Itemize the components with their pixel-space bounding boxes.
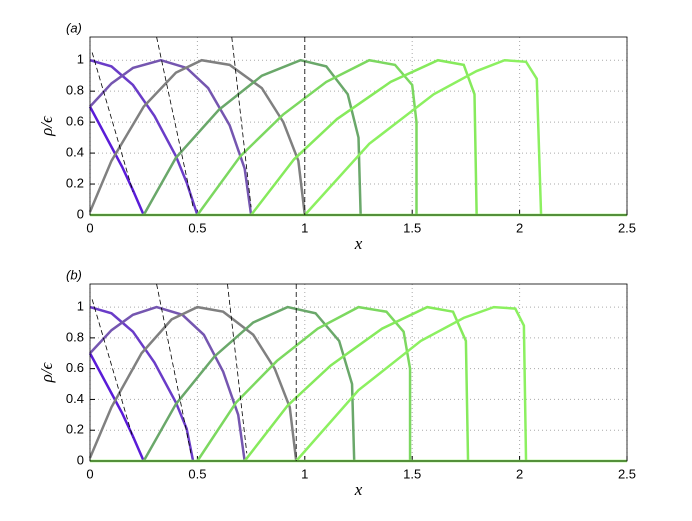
y-tick-label: 0 [77, 452, 84, 467]
y-tick-label: 0.6 [66, 360, 84, 375]
x-tick-label: 2.5 [618, 220, 636, 235]
profile-line [303, 58, 543, 216]
x-tick-label: 2.5 [618, 466, 636, 481]
x-tick-label: 1.5 [403, 466, 421, 481]
y-tick-label: 0.4 [66, 145, 84, 160]
profile-line [243, 305, 470, 462]
y-axis-label: ρ/ϵ [37, 115, 56, 137]
y-tick-label: 1 [77, 52, 84, 67]
profile-line [88, 106, 145, 216]
dashed-line [227, 283, 248, 454]
y-tick-label: 0.2 [66, 422, 84, 437]
profile-line [89, 305, 195, 462]
x-axis-label: x [354, 234, 363, 253]
y-tick-label: 0.6 [66, 114, 84, 129]
y-tick-label: 1 [77, 299, 84, 314]
x-tick-label: 1 [301, 220, 308, 235]
dashed-line [91, 52, 134, 192]
x-axis-label: x [354, 480, 363, 499]
profile-line [295, 305, 528, 462]
x-tick-label: 0.5 [188, 466, 206, 481]
x-tick-label: 0 [86, 220, 93, 235]
x-tick-label: 0.5 [188, 220, 206, 235]
y-tick-label: 0.4 [66, 391, 84, 406]
x-tick-label: 2 [516, 466, 523, 481]
dashed-line [91, 299, 134, 439]
profile-line [142, 58, 362, 216]
y-tick-label: 0.2 [66, 175, 84, 190]
x-tick-label: 1 [301, 466, 308, 481]
profile-line [88, 58, 307, 216]
x-tick-label: 1.5 [403, 220, 421, 235]
profile-line [196, 305, 412, 462]
profile-line [89, 59, 199, 216]
profile-line [250, 58, 478, 216]
y-tick-label: 0.8 [66, 83, 84, 98]
plot-frame [89, 283, 628, 462]
x-tick-label: 2 [516, 220, 523, 235]
dashed-line [231, 36, 252, 208]
y-tick-label: 0.8 [66, 329, 84, 344]
y-axis-label: ρ/ϵ [37, 361, 56, 383]
profile-line [88, 352, 145, 462]
dashed-line [156, 283, 192, 454]
y-tick-label: 0 [77, 206, 84, 221]
x-tick-label: 0 [86, 466, 93, 481]
panel-label: (a) [66, 20, 82, 35]
profile-line [142, 305, 356, 462]
plot-frame [89, 36, 628, 216]
profile-line [88, 305, 298, 462]
panel-label: (b) [66, 267, 82, 282]
dashed-line [156, 36, 194, 208]
